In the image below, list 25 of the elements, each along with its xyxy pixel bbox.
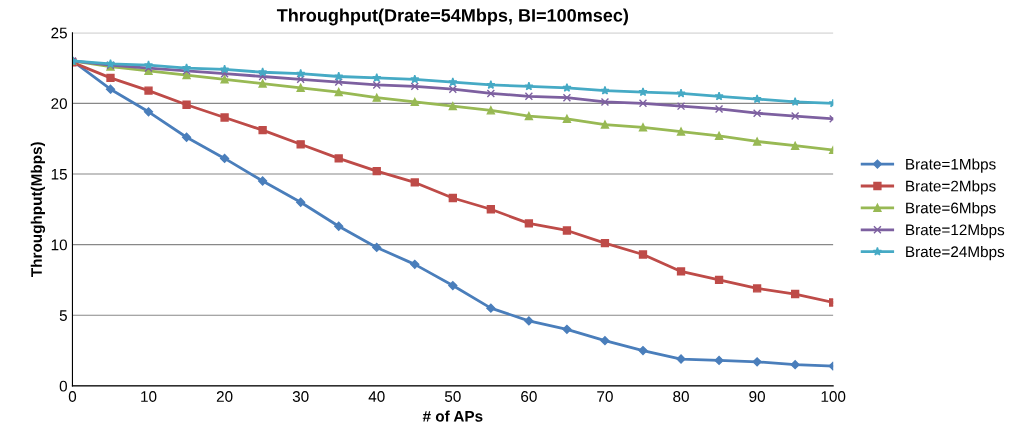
legend-label: Brate=2Mbps <box>906 180 996 195</box>
legend-label: Brate=12Mbps <box>906 224 1005 239</box>
x-tick-label: 100 <box>821 391 846 402</box>
x-axis-title: # of APs <box>422 410 483 422</box>
x-tick-label: 20 <box>216 391 233 402</box>
x-tick-label: 50 <box>444 391 461 402</box>
chart-title: Throughput(Drate=54Mbps, BI=100msec) <box>276 8 629 26</box>
y-axis-title: Throughput(Mbps) <box>30 142 46 277</box>
x-tick-label: 30 <box>292 391 309 402</box>
y-tick-label: 25 <box>51 27 67 39</box>
y-tick-label: 0 <box>59 380 67 392</box>
x-tick-label: 90 <box>749 391 765 402</box>
legend-label: Brate=6Mbps <box>906 202 996 217</box>
x-tick-label: 80 <box>673 391 689 402</box>
x-tick-label: 40 <box>368 391 385 402</box>
x-tick-label: 10 <box>141 391 157 402</box>
y-tick-label: 5 <box>59 310 67 321</box>
y-tick-label: 20 <box>51 98 67 110</box>
legend-label: Brate=1Mbps <box>906 158 996 173</box>
y-tick-label: 15 <box>51 168 67 180</box>
y-tick-label: 10 <box>51 239 67 251</box>
x-tick-label: 0 <box>68 391 77 402</box>
x-tick-label: 70 <box>597 391 613 402</box>
x-tick-label: 60 <box>521 391 537 402</box>
legend-label: Brate=24Mbps <box>906 245 1005 261</box>
